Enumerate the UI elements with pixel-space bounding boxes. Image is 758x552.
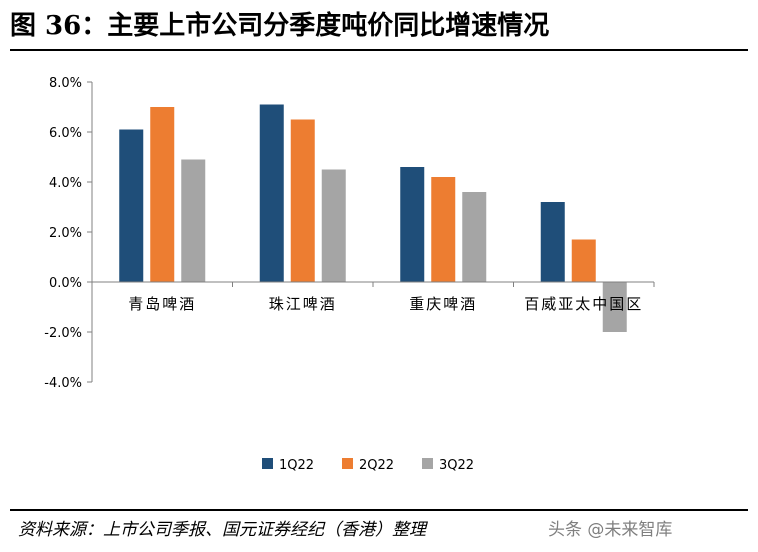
bar-3q22 [321, 169, 346, 282]
y-tick-label: -4.0% [44, 376, 82, 391]
legend-label: 1Q22 [279, 458, 314, 473]
category-label: 百威亚太中国区 [524, 295, 643, 313]
legend: 1Q22 2Q22 3Q22 [262, 458, 474, 473]
bar-2q22 [290, 119, 315, 282]
legend-label: 2Q22 [359, 458, 394, 473]
legend-label: 3Q22 [439, 458, 474, 473]
y-tick-label: 4.0% [49, 176, 82, 191]
figure-title: 图 36：主要上市公司分季度吨价同比增速情况 [10, 11, 550, 41]
bar-3q22 [181, 159, 206, 282]
source-note: 资料来源：上市公司季报、国元证券经纪（香港）整理 [18, 520, 426, 540]
y-tick-label: 0.0% [49, 276, 82, 291]
bar-2q22 [571, 239, 596, 282]
y-tick-label: 2.0% [49, 226, 82, 241]
title-rule [10, 49, 748, 51]
bar-1q22 [400, 167, 425, 282]
legend-swatch-2q22 [342, 458, 353, 469]
y-axis: 8.0% 6.0% 4.0% 2.0% 0.0% -2.0% -4.0% [44, 76, 93, 391]
bar-3q22 [462, 192, 487, 282]
bar-1q22 [119, 129, 144, 282]
bar-3q22 [602, 282, 627, 332]
bar-1q22 [540, 202, 565, 282]
legend-swatch-3q22 [422, 458, 433, 469]
category-labels: 青岛啤酒 珠江啤酒 重庆啤酒 百威亚太中国区 [128, 295, 643, 313]
bar-series [119, 104, 627, 332]
y-tick-label: -2.0% [44, 326, 82, 341]
category-label: 珠江啤酒 [269, 295, 337, 313]
bar-1q22 [259, 104, 284, 282]
watermark: 头条 @未来智库 [548, 520, 673, 540]
bar-2q22 [431, 177, 456, 282]
category-label: 重庆啤酒 [409, 295, 477, 313]
footer-rule [10, 509, 748, 511]
bar-chart: 8.0% 6.0% 4.0% 2.0% 0.0% -2.0% -4.0% 青岛啤酒 珠江啤酒 重… [44, 76, 655, 473]
y-tick-label: 6.0% [49, 126, 82, 141]
legend-swatch-1q22 [262, 458, 273, 469]
y-tick-label: 8.0% [49, 76, 82, 91]
category-label: 青岛啤酒 [128, 295, 196, 313]
bar-2q22 [150, 107, 175, 282]
zero-axis [91, 281, 655, 287]
